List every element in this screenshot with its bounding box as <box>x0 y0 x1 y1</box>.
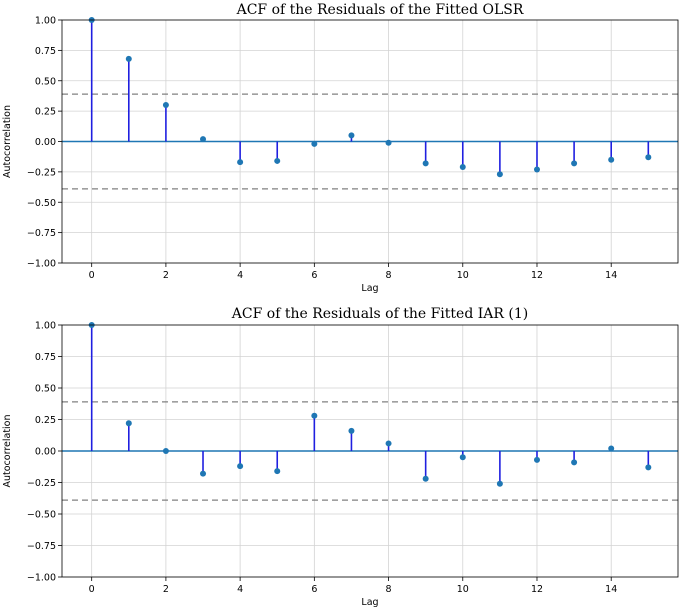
acf-marker <box>459 164 466 171</box>
acf-panel-2: ACF of the Residuals of the Fitted IAR (… <box>2 306 679 608</box>
x-tick-label: 12 <box>531 270 543 281</box>
acf-marker <box>533 456 540 463</box>
y-tick-label: −0.75 <box>27 228 56 239</box>
y-tick-label: 0.00 <box>35 447 56 458</box>
y-tick-label: −1.00 <box>27 259 56 270</box>
acf-marker <box>645 464 652 471</box>
x-tick-label: 2 <box>163 584 169 595</box>
acf-marker <box>200 136 207 143</box>
y-tick-label: 0.75 <box>35 352 56 363</box>
x-tick-label: 8 <box>386 584 392 595</box>
acf-marker <box>162 448 169 454</box>
acf-marker <box>645 154 652 161</box>
y-tick-label: −0.25 <box>27 478 56 489</box>
y-tick-label: 0.50 <box>35 384 56 395</box>
y-tick-label: 1.00 <box>35 321 56 332</box>
y-tick-label: −0.25 <box>27 167 56 178</box>
chart-title: ACF of the Residuals of the Fitted OLSR <box>236 2 524 18</box>
x-tick-label: 0 <box>89 270 95 281</box>
x-tick-label: 2 <box>163 270 169 281</box>
y-tick-label: −0.50 <box>27 510 56 521</box>
acf-marker <box>311 412 318 419</box>
acf-marker <box>608 445 615 452</box>
acf-marker <box>608 156 615 163</box>
x-tick-label: 4 <box>237 584 243 595</box>
acf-marker <box>348 132 355 139</box>
x-tick-label: 6 <box>311 584 317 595</box>
x-tick-label: 14 <box>605 584 617 595</box>
x-tick-label: 8 <box>386 270 392 281</box>
x-tick-label: 0 <box>89 584 95 595</box>
x-tick-label: 12 <box>531 584 543 595</box>
y-tick-label: 0.25 <box>35 107 56 118</box>
x-tick-label: 10 <box>457 584 469 595</box>
acf-panel-1: ACF of the Residuals of the Fitted OLSR 1… <box>2 2 679 294</box>
y-tick-label: −0.50 <box>27 198 56 209</box>
x-axis-label: Lag <box>361 597 378 608</box>
acf-marker <box>571 160 578 167</box>
acf-marker <box>162 102 169 109</box>
x-tick-label: 14 <box>605 270 617 281</box>
acf-marker <box>496 480 503 487</box>
y-tick-label: −0.75 <box>27 541 56 552</box>
acf-marker <box>459 454 466 461</box>
acf-marker <box>348 427 355 434</box>
x-axis-label: Lag <box>361 283 378 294</box>
y-tick-label: 0.25 <box>35 415 56 426</box>
acf-marker <box>125 55 132 62</box>
acf-marker <box>125 420 132 427</box>
acf-marker <box>385 139 392 146</box>
y-tick-label: 0.50 <box>35 76 56 87</box>
acf-marker <box>571 459 578 466</box>
acf-marker <box>533 166 540 173</box>
x-tick-label: 6 <box>311 270 317 281</box>
acf-marker <box>274 468 281 475</box>
chart-title: ACF of the Residuals of the Fitted IAR (… <box>231 306 528 322</box>
y-tick-label: 0.00 <box>35 137 56 148</box>
y-tick-label: −1.00 <box>27 573 56 584</box>
acf-marker <box>385 440 392 447</box>
y-tick-label: 0.75 <box>35 46 56 57</box>
acf-marker <box>200 470 207 477</box>
y-tick-label: 1.00 <box>35 16 56 27</box>
acf-marker <box>237 463 244 470</box>
acf-marker <box>496 171 503 178</box>
x-tick-label: 4 <box>237 270 243 281</box>
y-axis-label: Autocorrelation <box>2 414 13 487</box>
y-axis-label: Autocorrelation <box>2 105 13 178</box>
acf-marker <box>422 475 429 482</box>
acf-marker <box>311 140 318 147</box>
acf-marker <box>274 157 281 164</box>
acf-marker <box>422 160 429 167</box>
acf-marker <box>237 159 244 166</box>
x-tick-label: 10 <box>457 270 469 281</box>
